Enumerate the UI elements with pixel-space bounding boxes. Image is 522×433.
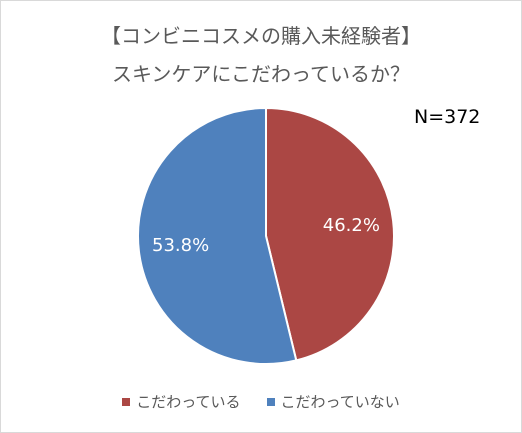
sample-size-label: N=372 (414, 106, 481, 128)
chart-title-line1: 【コンビニコスメの購入未経験者】 (101, 24, 421, 48)
legend-label-care: こだわっている (136, 393, 241, 411)
legend-item-care: こだわっている (122, 391, 241, 412)
pie-data-labels: 46.2% 53.8% (152, 215, 380, 256)
slice-care (265, 106, 395, 362)
legend: こだわっている こだわっていない (0, 391, 522, 412)
slice-no-care-label: 53.8% (152, 235, 209, 256)
legend-swatch-care (122, 397, 131, 406)
slice-care-label: 46.2% (323, 215, 380, 236)
legend-label-no-care: こだわっていない (280, 393, 400, 411)
slice-no-care (137, 106, 298, 365)
legend-item-no-care: こだわっていない (266, 391, 400, 412)
legend-swatch-no-care (266, 397, 275, 406)
pie-slices (137, 106, 395, 365)
chart-title-line2: スキンケアにこだわっているか？ (112, 62, 410, 86)
